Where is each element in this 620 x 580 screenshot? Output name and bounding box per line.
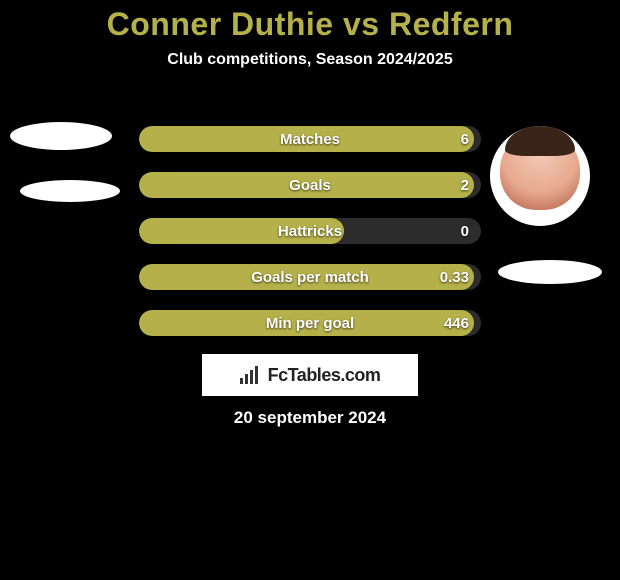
stat-value: 6 (461, 126, 469, 152)
stat-value: 446 (444, 310, 469, 336)
stat-value: 0 (461, 218, 469, 244)
stat-value: 2 (461, 172, 469, 198)
stat-label: Goals (139, 172, 481, 198)
stats-bars: Matches6Goals2Hattricks0Goals per match0… (139, 126, 481, 356)
player-left-name-blob (20, 180, 120, 202)
page-title: Conner Duthie vs Redfern (0, 0, 620, 43)
stat-row: Matches6 (139, 126, 481, 152)
stat-label: Matches (139, 126, 481, 152)
stat-label: Min per goal (139, 310, 481, 336)
brand-bars-icon (240, 366, 262, 384)
subtitle: Club competitions, Season 2024/2025 (0, 51, 620, 69)
brand-text: FcTables.com (268, 365, 381, 386)
stat-row: Min per goal446 (139, 310, 481, 336)
player-right-face (500, 130, 580, 210)
player-right-hair (505, 126, 575, 156)
player-left-avatar (10, 122, 112, 150)
stat-value: 0.33 (440, 264, 469, 290)
stat-row: Hattricks0 (139, 218, 481, 244)
player-right-name-blob (498, 260, 602, 284)
stat-label: Hattricks (139, 218, 481, 244)
stat-row: Goals2 (139, 172, 481, 198)
stat-row: Goals per match0.33 (139, 264, 481, 290)
snapshot-date: 20 september 2024 (0, 408, 620, 428)
stat-label: Goals per match (139, 264, 481, 290)
brand-box[interactable]: FcTables.com (202, 354, 418, 396)
player-right-avatar (490, 126, 590, 226)
